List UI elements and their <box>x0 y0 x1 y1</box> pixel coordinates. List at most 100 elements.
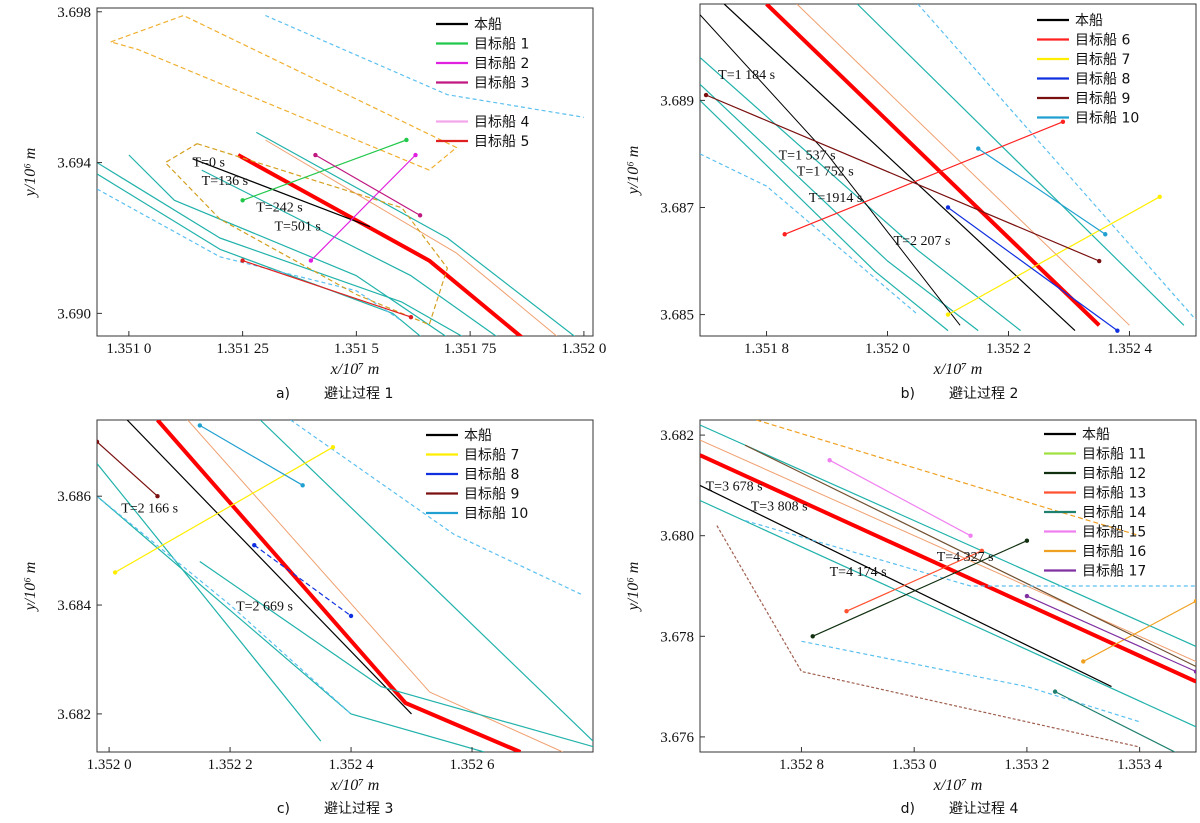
series-point <box>112 570 118 575</box>
plot-frame <box>699 419 1197 753</box>
time-annotation: T=1 752 s <box>797 164 854 179</box>
y-tick-label: 3.685 <box>660 308 694 324</box>
series-line-boundary <box>700 57 1021 332</box>
series-line-zone <box>756 420 1140 537</box>
time-annotation: T=1914 s <box>809 191 862 206</box>
series-line-channel <box>744 520 1196 587</box>
time-annotation: T=0 s <box>193 155 225 170</box>
series-point <box>1081 659 1086 664</box>
legend-entry: 本船 <box>464 428 492 444</box>
series-line-boundary <box>97 173 422 336</box>
legend-entry: 目标船 10 <box>1075 111 1139 127</box>
series-point <box>844 608 849 614</box>
time-annotation: T=4 174 s <box>830 565 887 580</box>
series-line-boundary <box>700 83 979 332</box>
series-line-target <box>310 154 416 262</box>
caption: 避让过程 4 <box>949 801 1018 817</box>
series-line-target <box>242 260 412 318</box>
legend-entry: 本船 <box>1082 427 1110 443</box>
x-tick-label: 1.353 2 <box>1004 757 1049 773</box>
x-axis-label: x/10⁷ m <box>330 777 380 794</box>
series-line-target <box>199 424 304 486</box>
series-line-boundary <box>700 14 961 326</box>
series-line-target <box>977 148 1106 235</box>
time-annotation: T=2 207 s <box>894 234 951 249</box>
series-line-boundary <box>256 131 576 336</box>
x-tick-label: 1.352 0 <box>865 341 910 357</box>
x-tick-label: 1.352 2 <box>208 757 253 773</box>
series-point <box>313 152 318 158</box>
time-annotation: T=1 184 s <box>718 68 775 83</box>
panel-b: 1.351 8 1.352 0 1.352 2 1.352 4 3.685 3.687 3.… <box>625 3 1197 402</box>
time-annotation: T=4 327 s <box>937 550 994 565</box>
series-line-channel <box>700 153 919 316</box>
series-line-target <box>315 154 421 216</box>
panel-c: 1.352 0 1.352 2 1.352 4 1.352 6 3.682 3.684 3.… <box>22 419 594 817</box>
x-axis-label: x/10⁷ m <box>933 361 983 378</box>
y-tick-label: 3.686 <box>57 489 91 505</box>
series-point <box>252 542 257 548</box>
series-line-channel <box>801 640 1140 723</box>
series-group <box>97 420 593 752</box>
x-tick-label: 1.352 2 <box>986 341 1031 357</box>
y-tick-label: 3.682 <box>57 707 91 723</box>
legend-entry: 目标船 16 <box>1082 544 1146 560</box>
caption: 避让过程 3 <box>324 801 393 817</box>
series-point <box>1052 689 1058 694</box>
time-annotation: T=501 s <box>274 219 320 234</box>
series-group <box>700 420 1196 759</box>
series-line-zone <box>716 525 1140 748</box>
legend-entry: 本船 <box>1075 13 1103 29</box>
series-line-boundary <box>199 561 593 748</box>
series-line-target <box>784 121 1064 235</box>
series-point <box>1097 258 1102 264</box>
series-line-boundary <box>700 424 1196 647</box>
series-point <box>976 146 981 151</box>
y-tick-label: 3.694 <box>57 156 91 172</box>
series-line-boundary <box>796 4 1130 326</box>
y-tick-label: 3.690 <box>57 306 91 322</box>
y-tick-label: 3.680 <box>660 529 694 545</box>
series-point <box>810 634 815 639</box>
legend-entry: 目标船 13 <box>1082 486 1146 502</box>
y-tick-label: 3.684 <box>57 598 91 614</box>
series-point <box>300 483 305 488</box>
time-annotation: T=242 s <box>256 201 302 216</box>
x-tick-label: 1.351 75 <box>444 341 497 357</box>
series-line-channel <box>290 420 582 595</box>
legend-entry: 目标船 11 <box>1082 447 1146 463</box>
series-point <box>240 258 245 263</box>
series-point <box>308 258 314 263</box>
series-point <box>1115 328 1120 333</box>
caption-letter: b) <box>901 386 915 402</box>
series-line-target <box>242 139 407 201</box>
caption-letter: c) <box>277 801 290 817</box>
series-point <box>417 213 423 218</box>
series-line-boundary <box>700 99 949 332</box>
y-tick-label: 3.698 <box>57 5 91 21</box>
series-point <box>197 423 203 428</box>
series-line-target <box>253 544 352 617</box>
series-line-target <box>705 94 1100 262</box>
y-tick-label: 3.682 <box>660 428 694 444</box>
legend-entry: 目标船 15 <box>1082 525 1146 541</box>
x-tick-label: 1.351 5 <box>334 341 379 357</box>
series-point <box>330 445 336 450</box>
legend-entry: 目标船 8 <box>464 467 519 483</box>
series-line-channel <box>265 14 584 118</box>
x-tick-label: 1.352 6 <box>450 757 496 773</box>
plot-frame <box>699 3 1197 337</box>
series-line-target <box>1054 691 1177 752</box>
series-line-own-track <box>126 420 412 715</box>
series-point <box>945 205 951 210</box>
series-point <box>1103 232 1108 237</box>
series-point <box>1183 755 1187 759</box>
series-point <box>1193 669 1196 674</box>
series-line-target <box>812 540 1028 637</box>
series-point <box>782 232 787 237</box>
caption-letter: a) <box>276 386 290 402</box>
